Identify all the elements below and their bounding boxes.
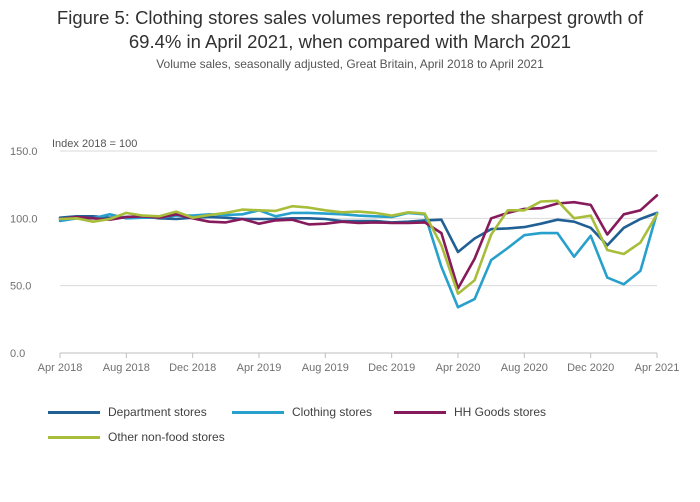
chart-subtitle: Volume sales, seasonally adjusted, Great… xyxy=(156,57,544,71)
chart-title: Figure 5: Clothing stores sales volumes … xyxy=(0,6,700,54)
chart-title-line-2: 69.4% in April 2021, when compared with … xyxy=(128,31,572,52)
legend-swatch-department-stores xyxy=(48,410,100,414)
x-tick-label: Dec 2020 xyxy=(567,362,614,374)
legend-label-clothing-stores: Clothing stores xyxy=(292,405,373,419)
y-tick-label: 0.0 xyxy=(10,348,25,360)
x-tick-label: Apr 2019 xyxy=(237,362,282,374)
x-tick-label: Apr 2021 xyxy=(635,362,680,374)
x-tick-label: Aug 2020 xyxy=(501,362,548,374)
chart-title-line-1: Figure 5: Clothing stores sales volumes … xyxy=(56,7,644,28)
y-tick-label: 150.0 xyxy=(10,146,38,158)
line-chart: 0.0 50.0 100.0 150.0 Apr 2018 Aug 2018 Dec 201… xyxy=(10,138,680,374)
legend-item-hh-goods-stores[interactable]: HH Goods stores xyxy=(394,405,546,419)
legend-label-department-stores: Department stores xyxy=(108,405,207,419)
y-tick-label: 100.0 xyxy=(10,213,38,225)
series-line-clothing-stores[interactable] xyxy=(58,209,659,309)
x-tick-label: Apr 2020 xyxy=(436,362,481,374)
legend-item-other-non-food-stores[interactable]: Other non-food stores xyxy=(48,430,225,444)
x-tick-label: Dec 2018 xyxy=(169,362,216,374)
x-tick-label: Aug 2018 xyxy=(103,362,150,374)
legend-item-clothing-stores[interactable]: Clothing stores xyxy=(232,405,372,419)
y-tick-label: 50.0 xyxy=(10,281,31,293)
series-line-other-non-food-stores[interactable] xyxy=(58,199,659,295)
legend-swatch-clothing-stores xyxy=(232,410,284,414)
x-tick-label: Aug 2019 xyxy=(302,362,349,374)
series-line-hh-goods-stores[interactable] xyxy=(58,194,659,290)
legend-label-other-non-food-stores: Other non-food stores xyxy=(108,430,225,444)
legend-item-department-stores[interactable]: Department stores xyxy=(48,405,207,419)
legend-swatch-hh-goods-stores xyxy=(394,410,446,414)
legend-swatch-other-non-food-stores xyxy=(48,435,100,439)
y-axis-unit-label: Index 2018 = 100 xyxy=(52,138,137,150)
legend-label-hh-goods-stores: HH Goods stores xyxy=(454,405,547,419)
x-tick-label: Dec 2019 xyxy=(368,362,415,374)
x-tick-label: Apr 2018 xyxy=(38,362,83,374)
